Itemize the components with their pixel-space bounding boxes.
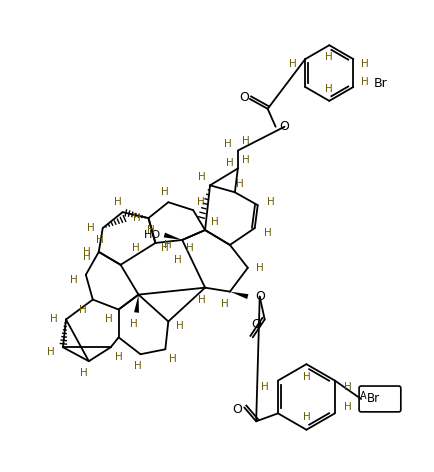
Text: H: H xyxy=(95,235,103,245)
Text: H: H xyxy=(197,197,204,207)
Text: H: H xyxy=(115,352,122,362)
Polygon shape xyxy=(163,233,182,240)
Text: H: H xyxy=(343,403,351,413)
Polygon shape xyxy=(230,292,248,299)
Text: H: H xyxy=(343,381,351,392)
Text: H: H xyxy=(132,243,139,253)
Text: H: H xyxy=(210,217,218,227)
Text: H: H xyxy=(176,321,184,331)
Text: H: H xyxy=(80,368,88,378)
Text: H: H xyxy=(161,243,169,253)
Text: H: H xyxy=(164,240,172,250)
Text: H: H xyxy=(235,179,243,189)
Text: H: H xyxy=(114,197,121,207)
Text: HO: HO xyxy=(144,230,161,240)
Text: O: O xyxy=(232,403,242,416)
Text: O: O xyxy=(279,120,289,133)
Text: Br: Br xyxy=(372,77,386,91)
Text: H: H xyxy=(325,52,332,62)
Text: H: H xyxy=(255,263,263,273)
Text: H: H xyxy=(132,213,140,223)
Text: H: H xyxy=(70,275,78,285)
Text: H: H xyxy=(161,187,169,197)
Text: H: H xyxy=(83,252,91,262)
Text: H: H xyxy=(186,243,194,253)
Text: H: H xyxy=(325,84,332,94)
Text: H: H xyxy=(83,247,91,257)
Text: O: O xyxy=(238,92,248,104)
Text: H: H xyxy=(266,197,274,207)
Text: A: A xyxy=(359,391,365,401)
Text: O: O xyxy=(254,290,264,303)
Text: H: H xyxy=(105,314,112,324)
Text: H: H xyxy=(241,135,249,146)
Text: O: O xyxy=(250,318,260,331)
Text: H: H xyxy=(261,381,268,392)
FancyBboxPatch shape xyxy=(358,386,400,412)
Text: Br: Br xyxy=(365,392,379,405)
Text: H: H xyxy=(129,320,137,329)
Text: H: H xyxy=(50,314,58,324)
Text: H: H xyxy=(198,295,206,304)
Text: H: H xyxy=(174,255,182,265)
Text: H: H xyxy=(263,228,271,238)
Text: H: H xyxy=(226,159,233,169)
Text: H: H xyxy=(133,361,141,371)
Text: H: H xyxy=(146,225,154,235)
Text: H: H xyxy=(220,299,228,309)
Polygon shape xyxy=(134,295,139,313)
Text: H: H xyxy=(224,139,231,149)
Text: H: H xyxy=(79,304,86,314)
Text: H: H xyxy=(289,59,296,69)
Text: H: H xyxy=(169,354,177,364)
Text: H: H xyxy=(241,155,249,166)
Text: H: H xyxy=(361,59,368,69)
Text: H: H xyxy=(361,77,368,87)
Text: H: H xyxy=(302,412,309,422)
Text: H: H xyxy=(87,223,95,233)
Text: H: H xyxy=(302,372,309,382)
Text: H: H xyxy=(198,172,206,182)
Text: H: H xyxy=(47,347,55,357)
